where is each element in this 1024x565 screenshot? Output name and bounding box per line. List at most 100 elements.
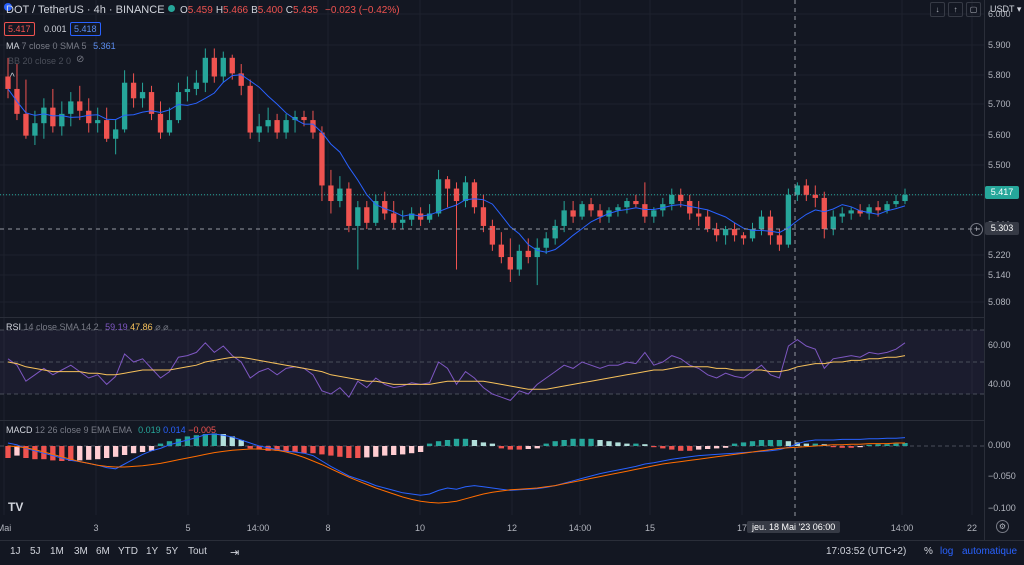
clock-display[interactable]: 17:03:52 (UTC+2) <box>826 546 907 557</box>
macd-histogram-bar <box>462 438 469 446</box>
date-range-icon[interactable]: ⇥ <box>230 547 240 559</box>
tradingview-logo-icon[interactable]: TV <box>8 500 24 514</box>
pane-separator-rsi[interactable] <box>0 317 984 318</box>
sell-price-button[interactable]: 5.417 <box>4 22 35 36</box>
macd-histogram-bar <box>471 440 478 446</box>
macd-histogram-bar <box>139 446 146 452</box>
candle-body <box>211 57 217 77</box>
candle-body <box>77 101 83 111</box>
macd-histogram-bar <box>722 446 729 448</box>
pane-separator-macd[interactable] <box>0 420 984 421</box>
candle-body <box>785 194 792 245</box>
candle-body <box>5 76 11 89</box>
macd-histogram-bar <box>41 446 47 460</box>
macd-histogram-bar <box>23 446 29 458</box>
rsi-extra: ⌀ ⌀ <box>155 322 169 332</box>
candle-body <box>166 120 173 133</box>
candle-body <box>902 194 908 202</box>
range-button-3m[interactable]: 3M <box>74 546 88 557</box>
arrow-up-icon[interactable]: ↑ <box>948 2 963 17</box>
collapse-legend-icon[interactable]: ^ <box>10 72 15 83</box>
rsi-legend[interactable]: RSI 14 close SMA 14 2 59.19 47.86 ⌀ ⌀ <box>6 322 169 333</box>
candle-body <box>830 216 836 230</box>
settings-gear-icon[interactable]: ⚙ <box>996 520 1009 533</box>
time-tick-label: 8 <box>325 523 331 533</box>
macd-histogram-bar <box>561 440 567 446</box>
range-button-1m[interactable]: 1M <box>50 546 64 557</box>
macd-label: MACD <box>6 425 33 435</box>
price-tick-label: 5.600 <box>988 130 1011 140</box>
candle-body <box>498 244 505 258</box>
candle-body <box>561 210 567 226</box>
log-toggle[interactable]: log <box>940 546 954 557</box>
macd-histogram-bar <box>651 446 657 448</box>
candle-body <box>337 188 343 202</box>
time-tick-label: 12 <box>506 523 518 533</box>
macd-histogram-bar <box>570 438 576 446</box>
candle-body <box>588 204 594 211</box>
maximize-icon[interactable]: ▢ <box>966 2 981 17</box>
macd-histogram-bar <box>310 446 316 454</box>
time-tick-label: 14:00 <box>890 523 914 533</box>
symbol-title[interactable]: DOT / TetherUS · 4h · BINANCE <box>6 4 165 16</box>
macd-histogram-bar <box>830 446 836 448</box>
currency-selector[interactable]: USDT ▾ <box>990 4 1022 14</box>
hidden-eye-icon[interactable]: ⊘ <box>76 54 85 65</box>
macd-histogram-bar <box>516 446 522 450</box>
bb-legend[interactable]: BB 20 close 2 0 <box>8 56 71 66</box>
range-button-1y[interactable]: 1Y <box>146 546 159 557</box>
candle-body <box>749 229 756 239</box>
macd-histogram-bar <box>785 441 792 446</box>
chart-canvas[interactable] <box>0 0 984 540</box>
candle-body <box>148 92 155 114</box>
time-tick-label: 10 <box>414 523 426 533</box>
price-axis[interactable] <box>984 0 1024 540</box>
candle-body <box>857 210 863 214</box>
candle-body <box>525 250 531 258</box>
candle-body <box>310 120 316 133</box>
rsi-value: 59.19 <box>105 322 128 332</box>
candle-body <box>41 107 47 124</box>
percent-toggle[interactable]: % <box>924 546 933 557</box>
ma-legend[interactable]: MA 7 close 0 SMA 5 5.361 <box>6 41 116 51</box>
macd-histogram-bar <box>417 446 424 452</box>
range-button-tout[interactable]: Tout <box>188 546 207 557</box>
candle-body <box>95 120 101 124</box>
price-tick-label: 5.900 <box>988 40 1011 50</box>
rsi-tick-label: 40.00 <box>988 379 1011 389</box>
macd-histogram-bar <box>184 436 191 446</box>
macd-histogram-bar <box>77 446 83 461</box>
range-button-6m[interactable]: 6M <box>96 546 110 557</box>
arrow-down-icon[interactable]: ↓ <box>930 2 945 17</box>
candle-body <box>104 120 110 139</box>
candle-body <box>283 120 289 133</box>
macd-histogram-bar <box>696 446 702 450</box>
macd-histogram-bar <box>86 446 92 460</box>
candle-body <box>803 185 809 195</box>
auto-scale-toggle[interactable]: automatique <box>962 546 1018 557</box>
candle-body <box>274 120 280 133</box>
ohlc-key-c: C <box>285 5 294 16</box>
rsi-label: RSI <box>6 322 22 332</box>
macd-histogram-bar <box>247 446 253 449</box>
candle-body <box>301 116 307 121</box>
range-button-1j[interactable]: 1J <box>10 546 21 557</box>
macd-legend[interactable]: MACD 12 26 close 9 EMA EMA 0.019 0.014 −… <box>6 425 216 435</box>
macd-histogram-bar <box>346 446 352 458</box>
candle-body <box>23 113 29 136</box>
add-alert-icon[interactable]: + <box>970 223 983 236</box>
range-button-ytd[interactable]: YTD <box>118 546 138 557</box>
range-button-5j[interactable]: 5J <box>30 546 41 557</box>
candle-body <box>175 92 182 121</box>
bottom-toolbar <box>0 540 1024 565</box>
macd-histogram-bar <box>121 446 128 455</box>
buy-price-button[interactable]: 5.418 <box>70 22 101 36</box>
candle-body <box>364 207 370 223</box>
candle-body <box>696 213 702 217</box>
candle-body <box>86 110 92 124</box>
ma-label: MA <box>6 41 20 51</box>
macd-histogram-bar <box>355 446 361 458</box>
candle-body <box>265 120 271 127</box>
range-button-5y[interactable]: 5Y <box>166 546 179 557</box>
macd-histogram-bar <box>534 446 540 449</box>
